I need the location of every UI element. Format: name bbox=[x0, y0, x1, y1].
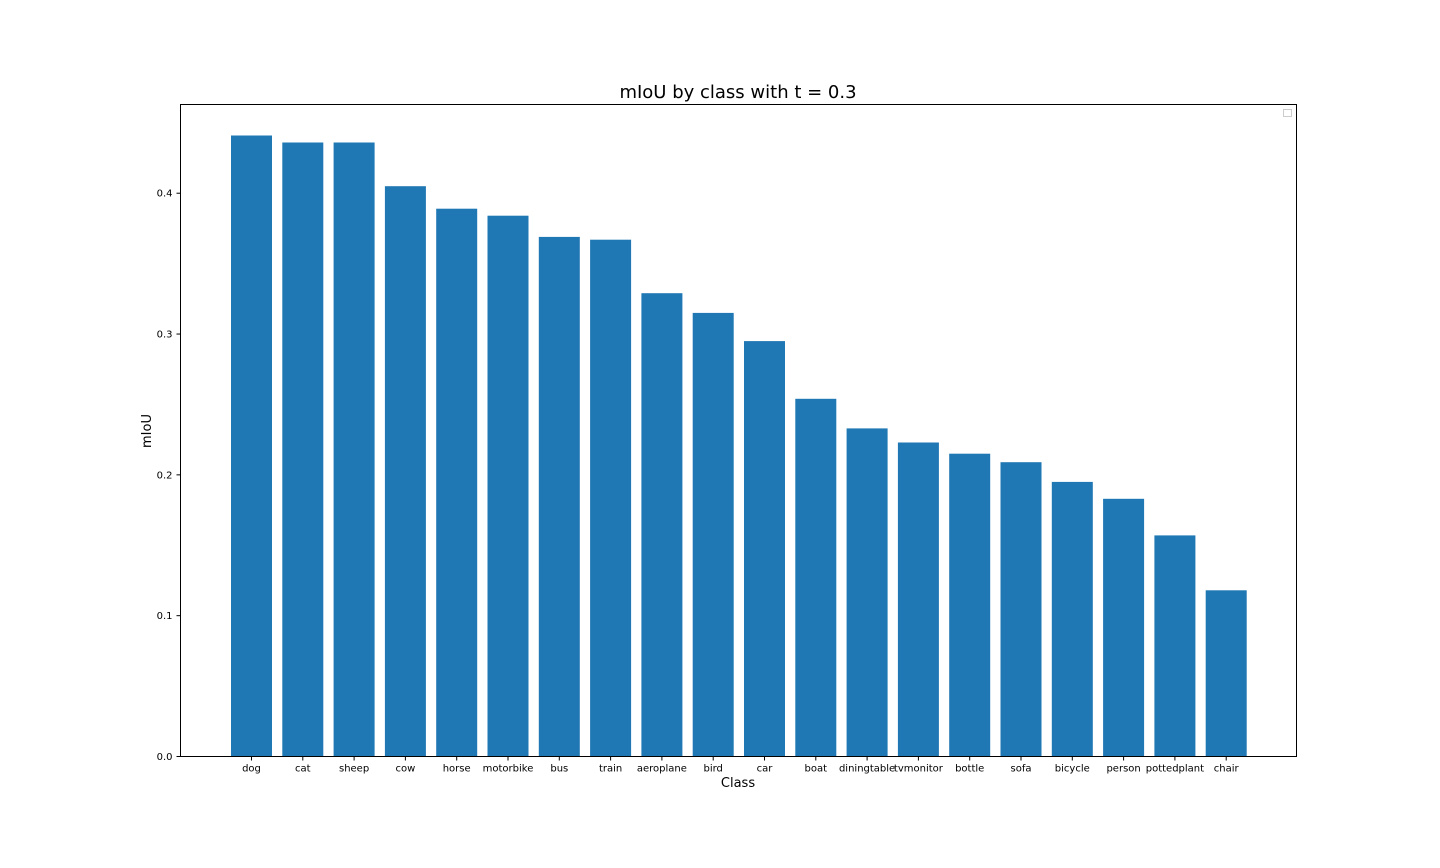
x-axis-label: Class bbox=[721, 776, 755, 791]
x-tick-label: cat bbox=[295, 764, 311, 775]
bar-train bbox=[590, 239, 632, 757]
y-axis: 0.0 0.1 0.2 0.3 0.4 bbox=[157, 189, 181, 763]
chart-title: mIoU by class with t = 0.3 bbox=[619, 82, 856, 103]
bar-bird bbox=[692, 312, 734, 757]
bar-cat bbox=[282, 142, 324, 757]
bar-diningtable bbox=[846, 428, 888, 757]
bar-bottle bbox=[949, 453, 991, 757]
x-tick-label: chair bbox=[1214, 764, 1240, 775]
x-tick-label: bottle bbox=[955, 764, 984, 775]
x-tick-label: dog bbox=[242, 764, 261, 775]
x-tick-label: train bbox=[599, 764, 622, 775]
bar-car bbox=[744, 341, 785, 757]
x-tick-label: bicycle bbox=[1055, 764, 1090, 775]
x-tick-label: aeroplane bbox=[637, 764, 687, 775]
x-tick-label: horse bbox=[443, 764, 471, 775]
bar-aeroplane bbox=[641, 293, 683, 757]
x-tick-label: sheep bbox=[339, 764, 369, 775]
x-tick-label: diningtable bbox=[839, 764, 895, 775]
y-axis-label: mIoU bbox=[140, 414, 155, 448]
x-tick-label: bird bbox=[703, 764, 722, 775]
y-tick-label: 0.4 bbox=[157, 189, 173, 200]
bar-boat bbox=[795, 398, 837, 757]
x-tick-label: pottedplant bbox=[1146, 764, 1204, 775]
x-tick-label: motorbike bbox=[483, 764, 534, 775]
bar-motorbike bbox=[487, 215, 529, 757]
x-tick-label: person bbox=[1106, 764, 1140, 775]
plot-frame bbox=[180, 104, 1297, 757]
bar-pottedplant bbox=[1154, 535, 1196, 757]
y-tick-label: 0.3 bbox=[157, 330, 173, 341]
x-tick-label: boat bbox=[805, 764, 828, 775]
x-tick-label: cow bbox=[396, 764, 416, 775]
x-tick-label: car bbox=[757, 764, 774, 775]
bar-chair bbox=[1205, 590, 1247, 757]
bar-cow bbox=[384, 186, 426, 757]
y-tick-label: 0.0 bbox=[157, 752, 173, 763]
x-tick-label: sofa bbox=[1011, 764, 1032, 775]
bar-horse bbox=[436, 208, 478, 757]
bar-tvmonitor bbox=[897, 442, 939, 757]
y-tick-label: 0.2 bbox=[157, 470, 173, 481]
x-tick-label: bus bbox=[550, 764, 568, 775]
bar-bus bbox=[538, 236, 580, 757]
y-tick-label: 0.1 bbox=[157, 611, 173, 622]
bars bbox=[231, 135, 1247, 757]
x-tick-label: tvmonitor bbox=[894, 764, 944, 775]
bar-bicycle bbox=[1051, 481, 1093, 757]
bar-sofa bbox=[1000, 462, 1042, 757]
bar-person bbox=[1103, 498, 1145, 757]
legend-box bbox=[1283, 109, 1292, 117]
bar-dog bbox=[231, 135, 272, 757]
bar-sheep bbox=[333, 142, 375, 757]
x-axis: dog cat sheep cow horse motorbike bus train aero… bbox=[242, 756, 1240, 775]
